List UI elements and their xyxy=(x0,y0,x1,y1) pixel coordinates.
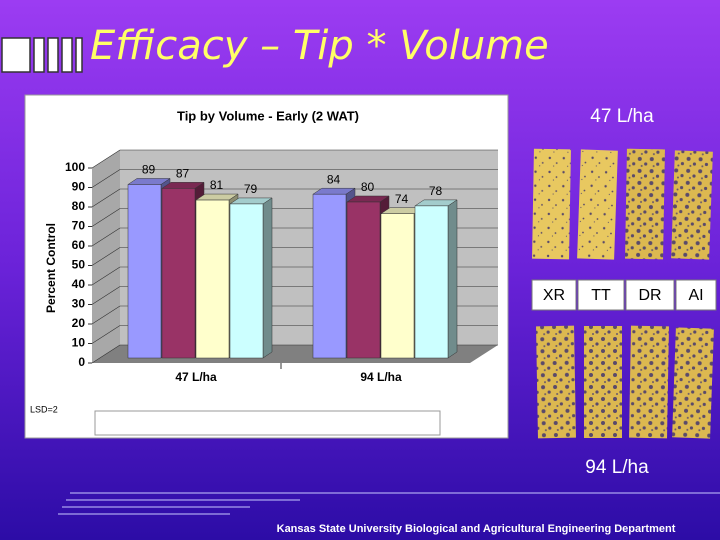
y-tick-label: 80 xyxy=(72,199,86,213)
bar xyxy=(161,188,196,359)
grid-line xyxy=(91,286,121,305)
grid-line xyxy=(91,149,121,169)
grid-line xyxy=(91,325,121,344)
footer-lines xyxy=(58,492,720,515)
data-label: 87 xyxy=(176,167,190,181)
bottom-label: 94 L/ha xyxy=(585,457,649,478)
data-label: 84 xyxy=(327,172,341,186)
grid-line xyxy=(91,305,121,325)
y-tick-label: 60 xyxy=(72,238,86,252)
slide-title: Efficacy – Tip * Volume xyxy=(90,23,549,69)
bar xyxy=(414,205,449,359)
grid-line xyxy=(91,169,121,188)
y-tick-label: 100 xyxy=(65,160,85,174)
footer: Kansas State University Biological and A… xyxy=(277,523,676,535)
bar xyxy=(127,184,162,359)
data-label: 79 xyxy=(244,182,258,196)
x-tick-label: 47 L/ha xyxy=(175,370,217,384)
bar xyxy=(195,199,230,359)
y-tick-label: 40 xyxy=(72,277,86,291)
y-tick-label: 50 xyxy=(72,258,86,272)
y-tick-label: 0 xyxy=(78,355,85,369)
bar-side xyxy=(262,197,273,359)
grid-line xyxy=(91,247,121,266)
bar xyxy=(229,203,264,359)
data-label: 81 xyxy=(210,178,224,192)
nozzle-label: AI xyxy=(688,287,703,304)
y-tick-label: 70 xyxy=(72,219,86,233)
cards-top xyxy=(532,148,713,260)
nozzle-boxes xyxy=(531,279,717,311)
legend-box xyxy=(94,410,441,436)
annotation: LSD=2 xyxy=(30,404,58,414)
y-tick-label: 10 xyxy=(72,336,86,350)
nozzle-label: XR xyxy=(543,287,565,304)
nozzle-label: DR xyxy=(638,287,661,304)
chart-title: Tip by Volume - Early (2 WAT) xyxy=(177,108,359,123)
data-label: 74 xyxy=(395,192,409,206)
y-tick-label: 20 xyxy=(72,316,86,330)
bar xyxy=(380,213,415,359)
grid-line xyxy=(91,208,121,227)
bar xyxy=(312,193,347,359)
y-axis-label: Percent Control xyxy=(44,223,58,313)
grid-line xyxy=(91,227,121,247)
data-label: 78 xyxy=(429,184,443,198)
y-tick-label: 30 xyxy=(72,297,86,311)
data-label: 89 xyxy=(142,163,156,177)
bar-side xyxy=(447,199,458,359)
grid-line xyxy=(91,266,121,286)
grid-line xyxy=(91,344,121,364)
data-label: 80 xyxy=(361,180,375,194)
nozzle-label: TT xyxy=(591,287,611,304)
y-tick-label: 90 xyxy=(72,180,86,194)
x-tick-label: 94 L/ha xyxy=(360,370,402,384)
bar xyxy=(346,201,381,359)
cards-bottom xyxy=(536,325,714,439)
top-label: 47 L/ha xyxy=(590,106,654,127)
logo-stripes xyxy=(1,37,83,73)
grid-line xyxy=(91,188,121,208)
